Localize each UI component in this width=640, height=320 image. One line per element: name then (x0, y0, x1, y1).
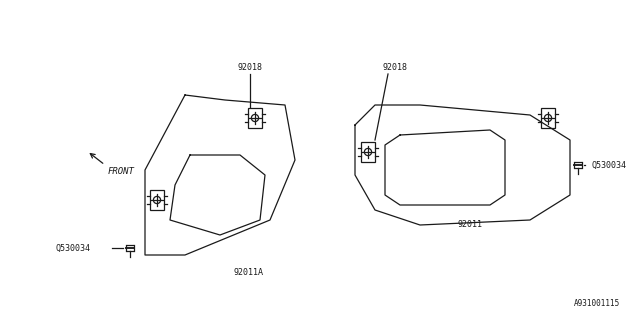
Bar (150, 189, 164, 211)
Text: FRONT: FRONT (108, 167, 135, 176)
Text: Q530034: Q530034 (55, 244, 90, 252)
Text: 92018: 92018 (237, 63, 262, 72)
Bar (248, 108, 262, 128)
Text: A931001115: A931001115 (573, 299, 620, 308)
Text: 92011: 92011 (458, 220, 483, 229)
Bar (361, 141, 375, 163)
Bar (541, 108, 555, 128)
Text: 92011A: 92011A (233, 268, 263, 277)
Text: Q530034: Q530034 (592, 161, 627, 170)
Text: 92018: 92018 (383, 63, 408, 72)
